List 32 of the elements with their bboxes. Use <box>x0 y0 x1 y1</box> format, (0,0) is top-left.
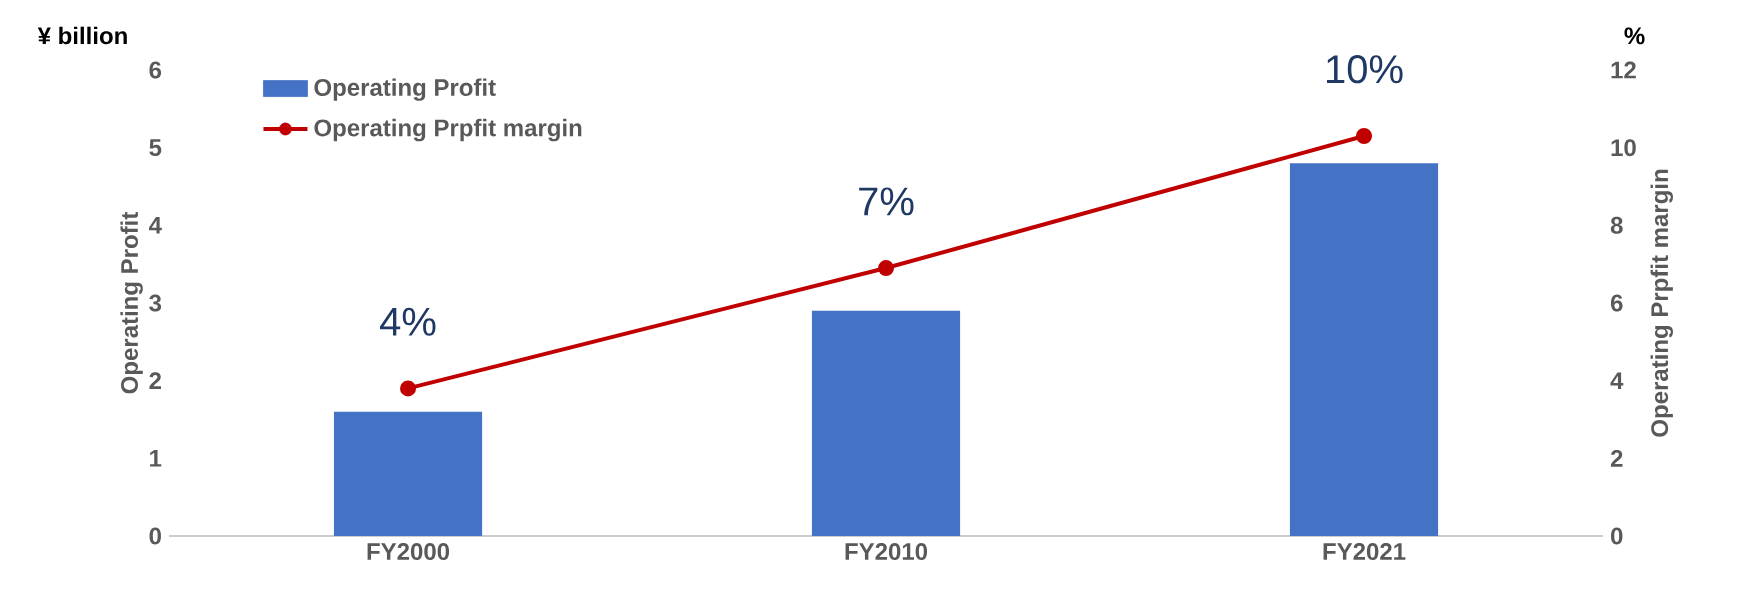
point <box>400 380 417 397</box>
legend-label: Operating Profit <box>314 78 496 101</box>
y2-tick-label: 10 <box>1611 139 1636 157</box>
y-tick-label: 0 <box>149 527 161 545</box>
y-tick-label: 6 <box>149 61 162 79</box>
data-label: 4% <box>380 307 436 336</box>
data-label: 10% <box>1327 55 1403 84</box>
data-label: 7% <box>859 187 914 216</box>
y2-tick-label: 8 <box>1610 216 1623 234</box>
y-tick-label: 5 <box>149 139 162 157</box>
point <box>878 260 895 277</box>
y-tick-label: 1 <box>150 450 162 467</box>
y-tick-label: 3 <box>149 294 162 312</box>
y2-tick-label: 6 <box>1610 294 1623 312</box>
y2-tick-label: 2 <box>1610 449 1623 467</box>
x-tick-label: FY2010 <box>845 543 928 561</box>
bar <box>811 310 961 536</box>
legend-label: Operating Prpfit margin <box>314 118 582 142</box>
text: ¥ billion <box>37 26 127 45</box>
y2-tick-label: 0 <box>1611 527 1623 545</box>
point <box>1356 128 1373 144</box>
x-tick-label: FY2021 <box>1323 543 1406 561</box>
y-axis-title: Operating Profit <box>120 211 143 394</box>
y-tick-label: 4 <box>148 217 162 234</box>
y2-tick-label: 4 <box>1610 372 1624 389</box>
x-tick-label: FY2000 <box>367 543 450 561</box>
y2-axis-title: Operating Prpfit margin <box>1650 169 1673 437</box>
bar <box>1289 163 1439 536</box>
y2-tick-label: 12 <box>1611 61 1636 79</box>
bar <box>333 411 483 536</box>
text: % <box>1624 27 1645 45</box>
y-tick-label: 2 <box>149 372 161 390</box>
